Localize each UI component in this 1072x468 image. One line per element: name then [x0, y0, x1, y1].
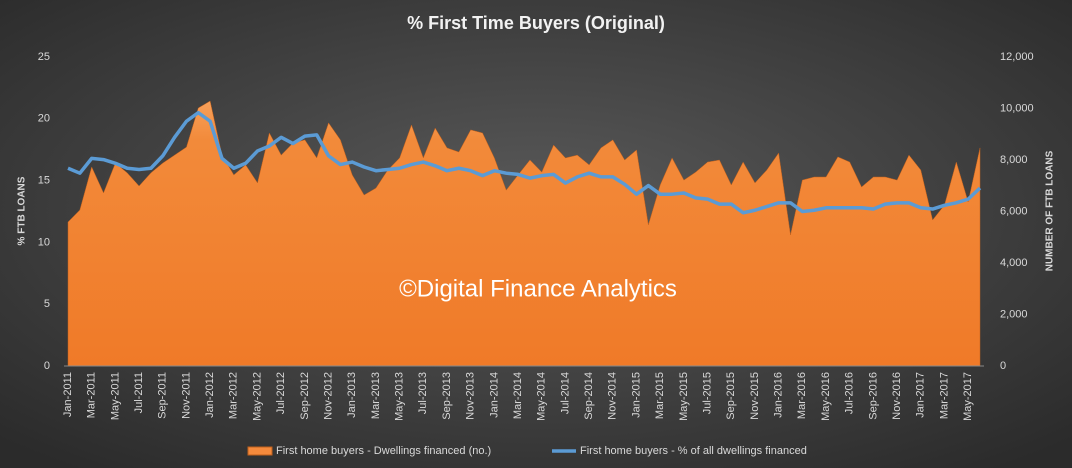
x-tick-label: Nov-2013 — [465, 372, 477, 420]
y-tick-label: 0 — [44, 360, 50, 372]
x-tick-label: Jan-2014 — [488, 372, 500, 418]
x-tick-label: Sep-2011 — [157, 372, 169, 419]
x-tick-label: Jul-2013 — [417, 372, 429, 414]
line — [67, 110, 982, 215]
y2-tick-label: 6,000 — [1000, 205, 1028, 217]
x-tick-label: Jul-2011 — [133, 372, 145, 413]
y-tick-label: 5 — [44, 298, 50, 310]
y-tick-label: 25 — [38, 51, 50, 63]
x-tick-label: Nov-2016 — [891, 372, 903, 420]
y2-axis-title: NUMBER OF FTB LOANS — [1045, 150, 1056, 271]
x-tick-label: Mar-2012 — [228, 372, 240, 419]
y2-tick-label: 0 — [1000, 360, 1006, 372]
y-tick-label: 20 — [38, 113, 50, 125]
x-tick-label: May-2014 — [536, 372, 548, 421]
x-tick-label: Jul-2015 — [701, 372, 713, 414]
y-tick-label: 10 — [38, 236, 50, 248]
y-tick-label: 15 — [38, 175, 50, 187]
x-tick-label: Mar-2017 — [938, 372, 950, 419]
legend-label: First home buyers - % of all dwellings f… — [580, 445, 807, 457]
x-tick-label: Nov-2015 — [749, 372, 761, 420]
x-tick-label: Sep-2015 — [725, 372, 737, 420]
x-tick-label: May-2012 — [251, 372, 263, 421]
x-tick-label: May-2013 — [394, 372, 406, 421]
x-tick-label: May-2015 — [678, 372, 690, 421]
legend-label: First home buyers - Dwellings financed (… — [276, 445, 491, 457]
x-tick-label: Jan-2017 — [915, 372, 927, 418]
x-tick-label: Sep-2014 — [583, 372, 595, 420]
x-tick-label: Nov-2014 — [607, 372, 619, 420]
y2-tick-label: 10,000 — [1000, 102, 1034, 114]
watermark: ©Digital Finance Analytics — [399, 275, 677, 302]
x-tick-label: Mar-2011 — [86, 372, 98, 418]
x-tick-label: Jan-2016 — [773, 372, 785, 418]
y2-tick-label: 8,000 — [1000, 154, 1028, 166]
x-tick-label: Sep-2016 — [867, 372, 879, 420]
x-tick-label: May-2011 — [109, 372, 121, 420]
x-tick-label: Mar-2015 — [654, 372, 666, 419]
chart-title: % First Time Buyers (Original) — [407, 13, 665, 33]
x-tick-label: Mar-2014 — [512, 372, 524, 419]
legend-swatch — [247, 446, 273, 456]
x-tick-label: Mar-2016 — [796, 372, 808, 419]
x-tick-label: Jan-2012 — [204, 372, 216, 418]
x-tick-label: May-2016 — [820, 372, 832, 421]
x-tick-label: Sep-2013 — [441, 372, 453, 420]
x-tick-label: Jul-2014 — [559, 372, 571, 414]
x-tick-label: Jul-2012 — [275, 372, 287, 414]
x-tick-label: May-2017 — [962, 372, 974, 421]
y-axis-title: % FTB LOANS — [17, 176, 28, 245]
area — [67, 100, 981, 367]
y2-tick-label: 2,000 — [1000, 308, 1028, 320]
x-tick-label: Jul-2016 — [844, 372, 856, 414]
y2-tick-label: 4,000 — [1000, 257, 1028, 269]
x-tick-label: Nov-2012 — [322, 372, 334, 420]
x-tick-label: Jan-2013 — [346, 372, 358, 418]
x-tick-label: Jan-2015 — [630, 372, 642, 418]
x-tick-label: Nov-2011 — [180, 372, 192, 419]
x-tick-label: Jan-2011 — [62, 372, 74, 417]
x-tick-label: Mar-2013 — [370, 372, 382, 419]
x-tick-label: Sep-2012 — [299, 372, 311, 420]
y2-tick-label: 12,000 — [1000, 51, 1034, 63]
